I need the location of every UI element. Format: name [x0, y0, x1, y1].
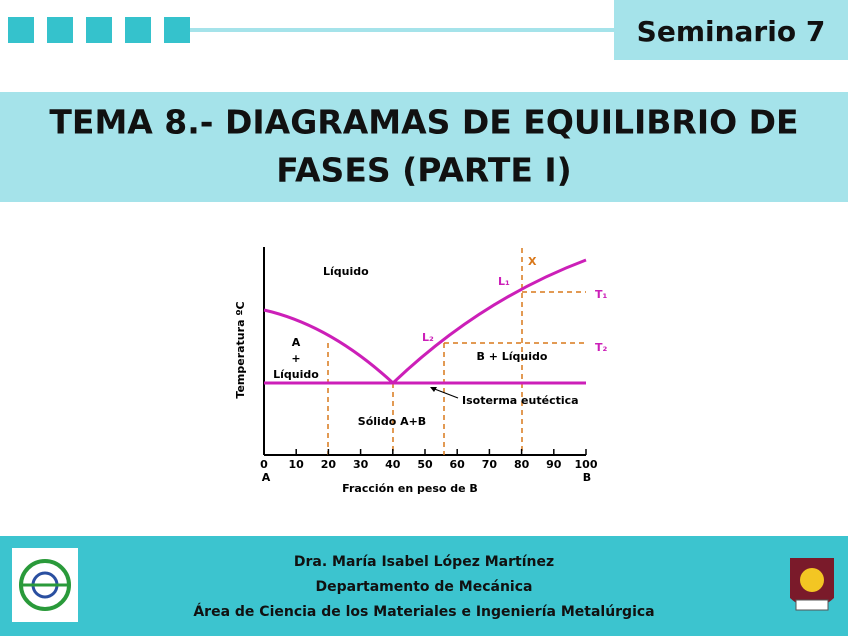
title-band	[0, 92, 848, 202]
left-logo	[12, 548, 78, 622]
x-tick-label: 20	[321, 458, 337, 471]
x-tick-marks: 0 10 20 30 40 50 60 70 80 90 100	[260, 449, 598, 471]
end-label: A	[262, 471, 271, 484]
annotation: T₁	[595, 288, 608, 301]
x-tick-label: 90	[546, 458, 562, 471]
y-axis-label: Temperatura ºC	[234, 301, 247, 398]
x-tick-label: 80	[514, 458, 530, 471]
seminar-label: Seminario 7	[637, 15, 826, 48]
annotation: X	[528, 255, 537, 268]
phase-lines	[263, 258, 587, 385]
annotation-arrow	[431, 387, 459, 399]
x-axis-label: Fracción en peso de B	[342, 482, 478, 495]
footer-band	[0, 536, 848, 636]
x-tick-label: 30	[353, 458, 369, 471]
annotation-arrowhead	[430, 387, 437, 392]
header-line	[190, 28, 615, 32]
header-box	[614, 0, 848, 60]
footer-line: Área de Ciencia de los Materiales e Inge…	[193, 603, 654, 620]
title-line: FASES (PARTE I)	[276, 151, 571, 190]
x-tick-label: 10	[289, 458, 305, 471]
x-tick-label: 70	[482, 458, 498, 471]
region-label: +	[291, 352, 300, 365]
right-logo	[790, 558, 834, 611]
region-label: B + Líquido	[477, 350, 548, 363]
x-tick-label: 40	[385, 458, 401, 471]
annotation: T₂	[595, 341, 608, 354]
x-tick-label: 50	[417, 458, 433, 471]
footer-line: Departamento de Mecánica	[316, 579, 533, 595]
x-tick-label: 100	[575, 458, 598, 471]
region-label: A	[292, 336, 301, 349]
annotation: L₁	[498, 275, 510, 288]
guide-lines	[327, 248, 586, 455]
x-tick-label: 60	[450, 458, 466, 471]
header-squares	[8, 17, 190, 43]
footer-line: Dra. María Isabel López Martínez	[294, 554, 554, 570]
annotation: L₂	[422, 331, 434, 344]
annotation: Isoterma eutéctica	[462, 394, 579, 407]
title-line: TEMA 8.- DIAGRAMAS DE EQUILIBRIO DE	[49, 103, 798, 142]
x-tick-label: 0	[260, 458, 268, 471]
region-label: Sólido A+B	[358, 415, 426, 428]
phase-diagram: 0 10 20 30 40 50 60 70 80 90 100 A B Fracción en p…	[234, 247, 608, 495]
region-label: Líquido	[273, 368, 319, 381]
region-label: Líquido	[323, 265, 369, 278]
end-label: B	[583, 471, 591, 484]
